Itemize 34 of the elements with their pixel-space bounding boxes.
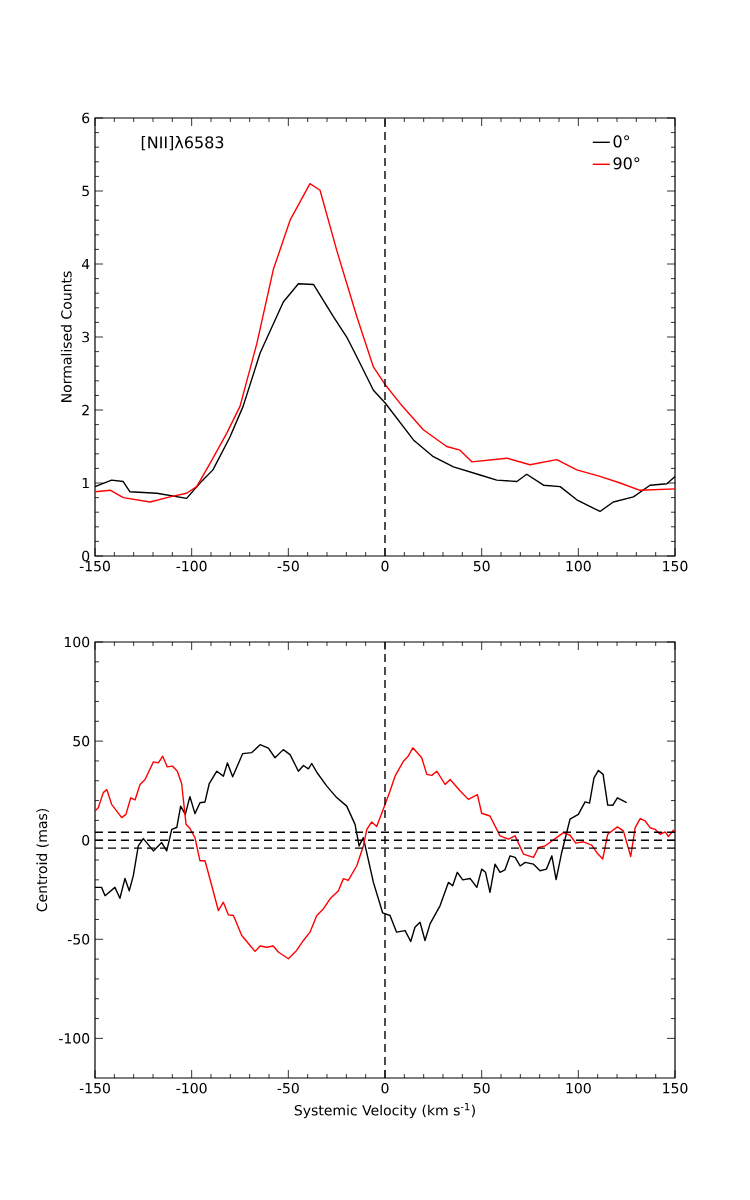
x-tick-label: 100: [566, 560, 591, 572]
line-series: [94, 183, 676, 503]
line-series: [94, 747, 676, 960]
y-tick-label: -50: [67, 933, 90, 945]
x-tick-label: 150: [663, 1082, 688, 1094]
y-tick-label: -100: [59, 1033, 90, 1044]
y-tick-label: 100: [64, 636, 90, 648]
x-tick-label: 50: [473, 560, 490, 572]
annotation: [NII]λ6583: [141, 136, 224, 151]
x-tick-label: -50: [277, 1082, 299, 1094]
y-axis-title: Centroid (mas): [36, 809, 49, 912]
y-tick-label: 4: [81, 258, 90, 270]
x-tick-label: 100: [566, 1082, 591, 1094]
y-tick-label: 1: [82, 477, 89, 489]
x-tick-label: 50: [473, 1082, 490, 1094]
x-tick-label: -100: [176, 1082, 207, 1094]
y-tick-label: 0: [82, 550, 90, 562]
x-tick-label: 150: [663, 560, 688, 572]
y-axis-title: Normalised Counts: [60, 271, 72, 402]
y-tick-label: 2: [82, 404, 89, 416]
y-tick-label: 6: [82, 112, 90, 124]
x-tick-label: 0: [381, 560, 389, 572]
x-tick-label: -100: [176, 560, 207, 572]
x-axis-title: Systemic Velocity (km s$^{-1}$): [294, 1103, 475, 1119]
y-tick-label: 50: [73, 735, 90, 747]
x-tick-label: -150: [79, 1082, 110, 1094]
x-tick-label: -150: [79, 560, 110, 572]
y-tick-label: 3: [82, 331, 90, 343]
x-tick-label: 0: [381, 1082, 389, 1094]
y-tick-label: 5: [82, 185, 89, 197]
legend-label: 0°: [613, 135, 630, 148]
x-tick-label: -50: [277, 560, 299, 572]
y-tick-label: 0: [82, 834, 90, 846]
legend-label: 90°: [613, 157, 640, 170]
